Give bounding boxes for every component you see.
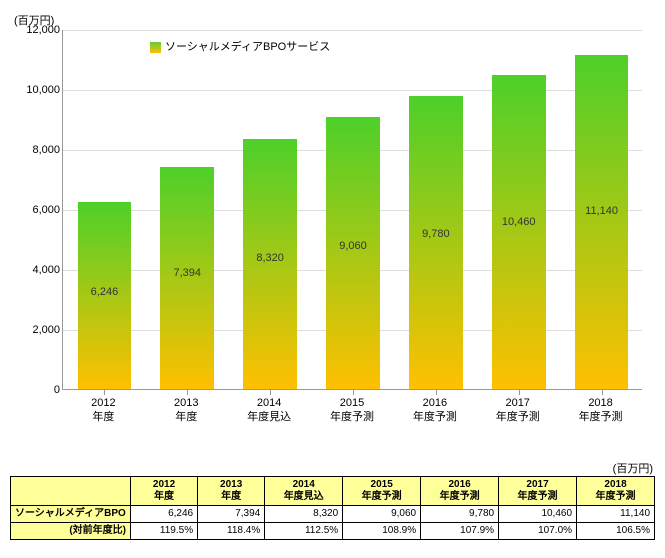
table-unit-label: (百万円) [10, 460, 655, 476]
grid-line [63, 30, 642, 31]
bar: 10,460 [492, 75, 546, 389]
table-cell: 9,060 [343, 506, 421, 523]
table-col-header: 2017年度予測 [499, 477, 577, 506]
table-header-row: 2012年度2013年度2014年度見込2015年度予測2016年度予測2017… [11, 477, 655, 506]
bar-value-label: 8,320 [243, 252, 297, 264]
table-row-header: ソーシャルメディアBPO [11, 506, 131, 523]
table-col-header: 2013年度 [198, 477, 265, 506]
table-cell: 9,780 [421, 506, 499, 523]
table-body: ソーシャルメディアBPO6,2467,3948,3209,0609,78010,… [11, 506, 655, 540]
legend-label: ソーシャルメディアBPOサービス [165, 41, 330, 53]
table-cell: 107.9% [421, 523, 499, 540]
table-cell: 10,460 [499, 506, 577, 523]
table-col-header: 2014年度見込 [265, 477, 343, 506]
y-tick-label: 0 [54, 384, 60, 396]
table-row-header: (対前年度比) [11, 523, 131, 540]
y-tick-label: 10,000 [26, 84, 60, 96]
table-row: (対前年度比)119.5%118.4%112.5%108.9%107.9%107… [11, 523, 655, 540]
legend-swatch [150, 42, 161, 53]
bar-value-label: 11,140 [575, 205, 629, 217]
table-cell: 8,320 [265, 506, 343, 523]
table-row: ソーシャルメディアBPO6,2467,3948,3209,0609,78010,… [11, 506, 655, 523]
table-cell: 119.5% [131, 523, 198, 540]
table-cell: 6,246 [131, 506, 198, 523]
table-stub [11, 477, 131, 506]
table-cell: 118.4% [198, 523, 265, 540]
x-axis: 2012年度2013年度2014年度見込2015年度予測2016年度予測2017… [62, 394, 642, 434]
bar-value-label: 6,246 [78, 286, 132, 298]
y-tick-label: 6,000 [32, 204, 60, 216]
table-cell: 7,394 [198, 506, 265, 523]
bar: 6,246 [78, 202, 132, 389]
bar: 7,394 [160, 167, 214, 389]
table-col-header: 2012年度 [131, 477, 198, 506]
y-tick-label: 4,000 [32, 264, 60, 276]
legend: ソーシャルメディアBPOサービス [150, 38, 330, 54]
plot-area: 6,246 7,394 8,320 9,060 9,780 10,460 11,140 [62, 30, 642, 390]
x-category-label: 2013年度 [145, 396, 228, 425]
bar: 9,060 [326, 117, 380, 389]
data-table-section: (百万円) 2012年度2013年度2014年度見込2015年度予測2016年度… [10, 460, 655, 540]
x-category-label: 2012年度 [62, 396, 145, 425]
bar: 9,780 [409, 96, 463, 389]
table-cell: 11,140 [577, 506, 655, 523]
table-cell: 107.0% [499, 523, 577, 540]
bar-value-label: 9,780 [409, 228, 463, 240]
bar-value-label: 10,460 [492, 216, 546, 228]
x-category-label: 2014年度見込 [228, 396, 311, 425]
y-tick-label: 12,000 [26, 24, 60, 36]
table-cell: 108.9% [343, 523, 421, 540]
bar: 8,320 [243, 139, 297, 389]
data-table: 2012年度2013年度2014年度見込2015年度予測2016年度予測2017… [10, 476, 655, 540]
bar-chart: (百万円) 02,0004,0006,0008,00010,00012,000 … [10, 10, 655, 450]
table-cell: 106.5% [577, 523, 655, 540]
bar: 11,140 [575, 55, 629, 389]
grid-line [63, 90, 642, 91]
x-category-label: 2018年度予測 [559, 396, 642, 425]
table-col-header: 2018年度予測 [577, 477, 655, 506]
x-category-label: 2017年度予測 [476, 396, 559, 425]
table-col-header: 2016年度予測 [421, 477, 499, 506]
y-axis: 02,0004,0006,0008,00010,00012,000 [12, 30, 60, 390]
x-category-label: 2016年度予測 [393, 396, 476, 425]
bar-value-label: 7,394 [160, 267, 214, 279]
y-tick-label: 2,000 [32, 324, 60, 336]
x-category-label: 2015年度予測 [311, 396, 394, 425]
bar-value-label: 9,060 [326, 240, 380, 252]
table-col-header: 2015年度予測 [343, 477, 421, 506]
y-tick-label: 8,000 [32, 144, 60, 156]
table-cell: 112.5% [265, 523, 343, 540]
